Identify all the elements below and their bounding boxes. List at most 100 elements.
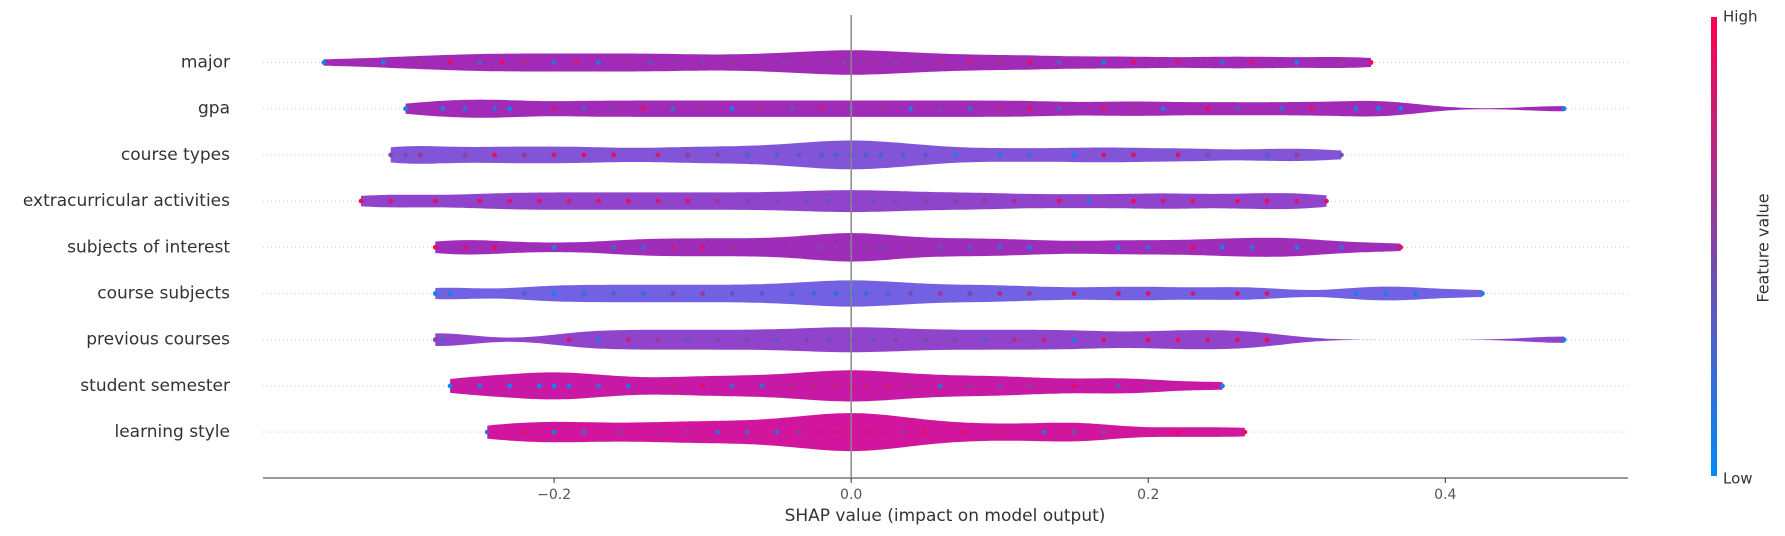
point (1071, 383, 1077, 389)
point (774, 152, 780, 158)
point (1071, 244, 1077, 250)
point (492, 152, 498, 158)
point (1309, 106, 1315, 112)
point (804, 198, 810, 204)
point (640, 106, 646, 112)
point (596, 337, 602, 343)
point (1561, 337, 1567, 343)
point (611, 152, 616, 158)
violin (323, 50, 1371, 75)
point (1383, 291, 1389, 296)
point (997, 106, 1003, 112)
violin (435, 280, 1483, 307)
point (1242, 429, 1248, 435)
point (1056, 106, 1062, 112)
feature-label: extracurricular activities (23, 191, 230, 211)
point (1027, 291, 1032, 296)
point (403, 152, 408, 158)
point (358, 198, 364, 204)
point (1294, 198, 1300, 204)
point (551, 383, 557, 389)
point (1205, 106, 1211, 112)
point (789, 383, 795, 389)
point (1056, 60, 1062, 65)
point (967, 60, 973, 65)
point (871, 60, 876, 65)
point (1071, 337, 1077, 343)
colorbar-label: Feature value (1754, 193, 1773, 302)
point (1101, 429, 1107, 435)
point (700, 244, 706, 250)
point (655, 198, 661, 204)
point (388, 198, 394, 204)
point (729, 291, 735, 296)
point (1027, 244, 1032, 250)
point (670, 60, 676, 65)
feature-label: major (181, 53, 230, 73)
point (952, 198, 958, 204)
colorbar-low: Low (1723, 470, 1753, 488)
point (1234, 337, 1240, 343)
point (447, 291, 453, 296)
point (566, 383, 572, 389)
point (477, 60, 483, 65)
point (625, 198, 631, 204)
point (440, 106, 446, 112)
point (522, 152, 527, 158)
point (640, 291, 646, 296)
point (811, 291, 817, 296)
point (1324, 198, 1329, 204)
point (462, 106, 468, 112)
point (997, 429, 1003, 435)
point (507, 383, 512, 389)
point (871, 337, 876, 343)
point (819, 106, 824, 112)
point (915, 60, 921, 65)
point (432, 244, 438, 250)
point (863, 429, 869, 435)
point (440, 337, 446, 343)
point (1294, 152, 1300, 158)
point (418, 60, 423, 65)
point (789, 291, 795, 296)
feature-label: learning style (114, 422, 230, 442)
point (715, 337, 720, 343)
point (923, 198, 928, 204)
point (655, 152, 661, 158)
point (321, 60, 327, 65)
point (1012, 337, 1017, 343)
point (551, 244, 557, 250)
point (967, 244, 973, 250)
point (685, 337, 691, 343)
point (655, 429, 661, 435)
point (1041, 337, 1047, 343)
point (863, 152, 869, 158)
point (1353, 106, 1359, 112)
point (967, 383, 973, 389)
point (1220, 383, 1225, 389)
point (507, 198, 512, 204)
point (1220, 60, 1225, 65)
point (1205, 152, 1211, 158)
point (1264, 152, 1270, 158)
point (1338, 152, 1344, 158)
point (952, 152, 958, 158)
point (670, 291, 676, 296)
point (1027, 152, 1032, 158)
point (759, 291, 765, 296)
point (574, 60, 579, 65)
point (729, 106, 735, 112)
point (804, 60, 810, 65)
point (700, 291, 706, 296)
point (1338, 244, 1344, 250)
point (648, 60, 654, 65)
point (819, 244, 824, 250)
point (967, 106, 973, 112)
point (462, 244, 468, 250)
violin (435, 233, 1401, 262)
point (1160, 198, 1166, 204)
point (856, 60, 862, 65)
point (447, 383, 453, 389)
point (744, 152, 750, 158)
point (380, 60, 386, 65)
